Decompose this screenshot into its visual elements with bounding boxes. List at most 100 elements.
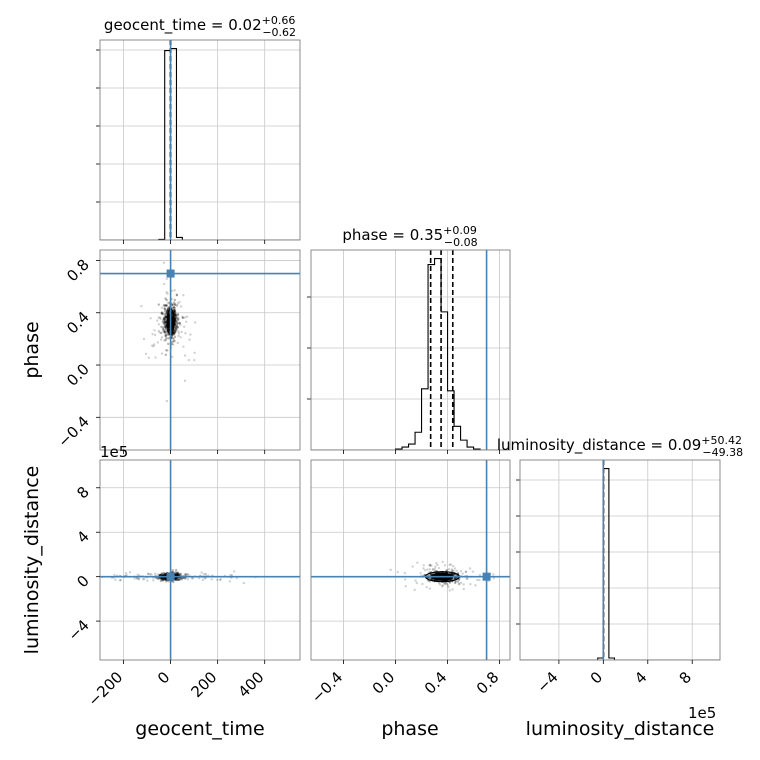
scatter-point — [173, 310, 176, 314]
scatter-point — [179, 323, 182, 327]
scatter-point — [166, 306, 170, 310]
scatter-point — [173, 303, 177, 306]
scatter-point — [178, 573, 181, 576]
title-minus: −0.08 — [444, 236, 478, 249]
scatter-point — [161, 312, 165, 316]
scatter-point — [176, 578, 179, 581]
scatter-point — [160, 573, 163, 576]
scatter-point — [429, 577, 432, 580]
scatter-point — [162, 578, 166, 581]
scatter-point — [448, 589, 451, 592]
scatter-point — [125, 574, 128, 577]
scatter-point — [156, 577, 160, 581]
scatter-point — [163, 307, 166, 310]
scatter-point — [187, 358, 191, 362]
scatter-point — [171, 336, 174, 339]
scatter-point — [190, 577, 194, 580]
scatter-point — [182, 316, 185, 319]
scatter-point — [441, 584, 444, 587]
scatter-point — [172, 310, 176, 313]
scatter-point — [163, 325, 167, 329]
scatter-point — [128, 571, 132, 574]
panel-hist-luminosity_distance: luminosity_distance = 0.09+50.42 −49.38 — [497, 434, 743, 664]
title-minus: −0.62 — [262, 26, 296, 39]
scatter-point — [443, 564, 447, 567]
scatter-point — [176, 314, 179, 317]
scatter-point — [462, 583, 465, 586]
scatter-point — [152, 344, 155, 348]
scatter-point — [181, 315, 184, 318]
scatter-point — [149, 317, 152, 320]
scatter-point — [188, 338, 191, 341]
scatter-point — [161, 312, 164, 315]
scatter-point — [154, 356, 157, 359]
scatter-point — [444, 582, 447, 585]
scatter-point — [157, 323, 161, 326]
scatter-point — [177, 577, 180, 581]
scatter-point — [163, 304, 167, 307]
x-tick-label: 0 — [587, 668, 606, 687]
scatter-point — [172, 306, 176, 309]
panel-hist-phase: phase = 0.35+0.09 −0.08 — [307, 224, 511, 454]
scatter-point — [421, 582, 424, 586]
x-tick-label: −0.4 — [308, 668, 346, 706]
panel-luminosity_distance_vs_phase — [310, 459, 511, 664]
scatter-point — [153, 333, 157, 337]
title-plus: +0.09 — [443, 224, 477, 237]
scatter-point — [164, 326, 168, 329]
scatter-point — [436, 563, 439, 567]
scatter-point — [165, 298, 168, 302]
scatter-point — [186, 572, 189, 576]
scatter-point — [150, 573, 153, 576]
scatter-point — [232, 570, 236, 573]
scatter-point — [201, 578, 205, 582]
scatter-point — [142, 337, 146, 341]
scatter-point — [447, 567, 451, 571]
y-offset-label: 1e5 — [100, 443, 128, 461]
scatter-point — [193, 351, 196, 354]
scatter-point — [433, 567, 437, 571]
scatter-point — [166, 292, 169, 295]
scatter-point — [165, 291, 168, 294]
scatter-point — [173, 335, 177, 339]
scatter-point — [165, 399, 169, 403]
scatter-point — [175, 316, 178, 320]
scatter-point — [428, 564, 431, 567]
scatter-point — [185, 320, 188, 323]
scatter-point — [167, 342, 170, 346]
scatter-point — [165, 349, 168, 352]
scatter-point — [176, 572, 179, 575]
scatter-point — [171, 306, 175, 310]
scatter-point — [144, 352, 148, 356]
scatter-point — [180, 578, 184, 581]
scatter-point — [178, 300, 181, 304]
scatter-point — [219, 577, 222, 581]
scatter-point — [173, 320, 177, 324]
hist-step-phase — [311, 258, 510, 450]
scatter-point — [164, 322, 168, 325]
scatter-point — [165, 304, 168, 307]
scatter-point — [403, 578, 407, 581]
x-tick-label: 4 — [631, 668, 650, 687]
scatter-point — [165, 315, 168, 319]
scatter-point — [160, 312, 164, 315]
scatter-point — [429, 564, 432, 567]
scatter-point — [174, 314, 178, 318]
scatter-point — [181, 316, 184, 320]
scatter-point — [426, 568, 429, 571]
scatter-point — [172, 340, 175, 343]
scatter-point — [174, 311, 177, 314]
axis-labels: geocent_time phase luminosity_distancephas… — [21, 321, 714, 740]
scatter-point — [164, 304, 168, 308]
scatter-point — [156, 573, 160, 576]
scatter-point — [163, 320, 167, 324]
hist-clip-group — [100, 40, 300, 240]
scatter-point — [159, 573, 162, 577]
scatter-point — [165, 315, 168, 319]
scatter-point — [158, 316, 162, 319]
scatter-point — [136, 573, 139, 576]
injection-marker — [166, 572, 175, 581]
scatter-point — [242, 581, 246, 585]
scatter-point — [474, 584, 477, 587]
